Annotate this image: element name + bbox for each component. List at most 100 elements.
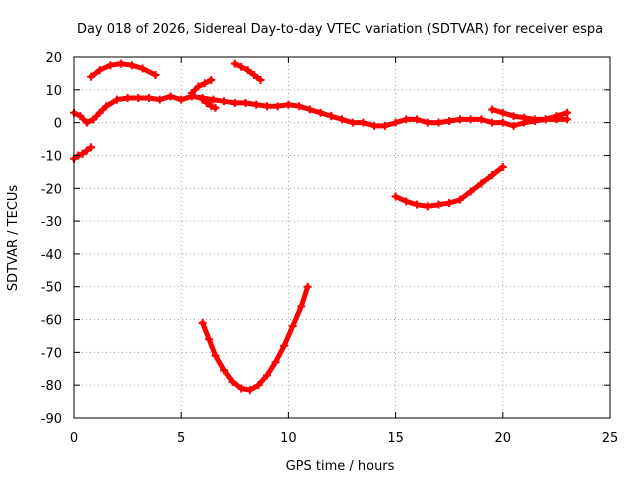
y-tick-label: -80 <box>41 379 62 394</box>
data-point <box>166 92 175 101</box>
data-point <box>413 115 422 124</box>
series-track-4 <box>230 59 265 84</box>
data-point <box>295 102 304 111</box>
data-point <box>498 108 507 117</box>
data-point <box>305 105 314 114</box>
series-track-2 <box>327 108 572 130</box>
data-point <box>370 121 379 130</box>
series-track-6 <box>391 162 507 211</box>
y-tick-label: -70 <box>41 346 62 361</box>
data-point <box>123 94 132 103</box>
y-tick-label: 10 <box>45 84 62 99</box>
data-point <box>134 94 143 103</box>
data-point <box>254 381 263 390</box>
data-point <box>488 105 497 114</box>
data-point <box>198 318 207 327</box>
data-point <box>87 143 96 152</box>
x-tick-label: 25 <box>602 431 619 446</box>
data-point <box>520 113 529 122</box>
y-tick-label: -40 <box>41 248 62 263</box>
series-track-7 <box>198 282 312 395</box>
data-point <box>78 149 87 158</box>
data-point <box>380 121 389 130</box>
data-point <box>106 61 115 70</box>
data-point <box>187 89 196 98</box>
data-point <box>327 112 336 121</box>
data-point <box>434 200 443 209</box>
data-point <box>209 95 218 104</box>
x-tick-label: 0 <box>70 431 78 446</box>
data-point <box>402 115 411 124</box>
data-point <box>413 200 422 209</box>
data-point <box>359 118 368 127</box>
data-point <box>245 386 254 395</box>
data-point <box>466 115 475 124</box>
data-point <box>228 377 237 386</box>
data-point <box>145 94 154 103</box>
data-point <box>563 115 572 124</box>
data-point <box>297 302 306 311</box>
data-point <box>220 366 229 375</box>
series-track-line <box>200 284 311 393</box>
series-track-9 <box>187 75 216 98</box>
y-axis-label: SDTVAR / TECUs <box>6 185 21 292</box>
data-point <box>262 371 271 380</box>
data-point <box>402 197 411 206</box>
data-point <box>498 118 507 127</box>
data-point <box>250 71 259 80</box>
data-point <box>316 108 325 117</box>
data-point <box>348 118 357 127</box>
x-axis-label: GPS time / hours <box>286 459 395 474</box>
data-point <box>445 116 454 125</box>
x-tick-label: 20 <box>495 431 512 446</box>
data-point <box>284 100 293 109</box>
series-track-3 <box>87 59 160 81</box>
x-tick-label: 10 <box>280 431 297 446</box>
data-point <box>241 98 250 107</box>
chart-title: Day 018 of 2026, Sidereal Day-to-day VTE… <box>77 22 603 37</box>
data-point <box>102 102 111 111</box>
data-point <box>256 75 265 84</box>
data-point <box>423 202 432 211</box>
data-point <box>541 115 550 124</box>
data-point <box>205 335 214 344</box>
data-point <box>76 112 85 121</box>
y-tick-label: -30 <box>41 215 62 230</box>
y-tick-label: -10 <box>41 149 62 164</box>
data-point <box>95 66 104 75</box>
data-point <box>138 64 147 73</box>
data-point <box>530 115 539 124</box>
data-point <box>95 108 104 117</box>
data-point <box>82 146 91 155</box>
data-point <box>177 95 186 104</box>
y-tick-label: -60 <box>41 314 62 329</box>
data-point <box>303 282 312 291</box>
data-point <box>112 95 121 104</box>
data-point <box>211 351 220 360</box>
data-point <box>151 71 160 80</box>
data-point <box>509 112 518 121</box>
data-point <box>82 118 91 127</box>
data-point <box>477 179 486 188</box>
data-point <box>117 59 126 68</box>
data-point <box>230 98 239 107</box>
data-point <box>87 72 96 81</box>
data-point <box>488 118 497 127</box>
data-point <box>273 102 282 111</box>
axis-ticks: 0 5 10 15 20 25 20 10 0 -10 -20 -30 -40 -50 -60 -70 -80 -… <box>41 51 619 446</box>
data-point <box>338 115 346 124</box>
x-tick-label: 5 <box>177 431 185 446</box>
data-point <box>280 341 289 350</box>
y-tick-label: -20 <box>41 182 62 197</box>
data-point <box>391 118 400 127</box>
data-point <box>391 192 400 201</box>
y-tick-label: 0 <box>54 117 62 132</box>
data-series <box>70 59 572 395</box>
data-point <box>552 115 561 124</box>
data-point <box>466 187 475 196</box>
data-point <box>498 162 507 171</box>
data-point <box>488 171 497 180</box>
data-point <box>262 102 271 111</box>
data-point <box>509 121 518 130</box>
